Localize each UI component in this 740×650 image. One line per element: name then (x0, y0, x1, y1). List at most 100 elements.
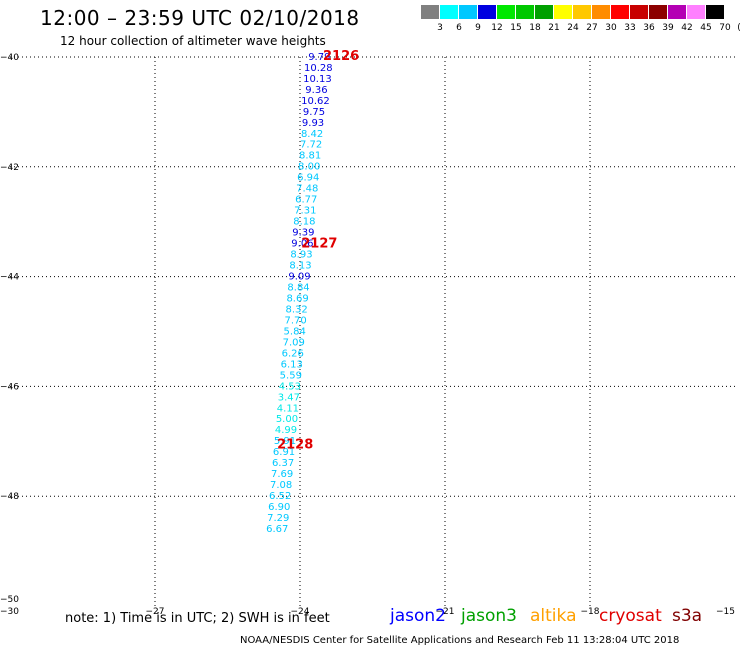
x-tick-label: −24 (291, 607, 310, 617)
colorbar-swatch (535, 5, 554, 19)
colorbar-swatch (573, 5, 592, 19)
x-tick-label: −27 (146, 607, 165, 617)
wave-height-point: 9.93 (302, 118, 324, 129)
y-tick-label: −48 (0, 492, 19, 502)
wave-height-point: 6.94 (297, 173, 319, 184)
x-tick-label: −21 (436, 607, 455, 617)
legend-jason2: jason2 (390, 606, 446, 626)
colorbar-label: 36 (643, 23, 655, 33)
wave-height-point: 7.48 (296, 184, 318, 195)
colorbar-swatch (592, 5, 611, 19)
wave-height-point: 8.13 (289, 261, 311, 272)
wave-height-point: 7.69 (271, 469, 293, 480)
colorbar-swatch (611, 5, 630, 19)
colorbar-label: 15 (510, 23, 522, 33)
wave-height-point: 3.47 (278, 392, 300, 403)
wave-height-point: 8.69 (286, 293, 308, 304)
wave-height-point: 8.00 (298, 162, 320, 173)
colorbar-label: 12 (491, 23, 503, 33)
chart-subtitle: 12 hour collection of altimeter wave hei… (60, 34, 326, 48)
wave-height-point: 9.36 (305, 85, 327, 96)
wave-height-point: 6.37 (272, 458, 294, 469)
wave-height-point: 4.11 (277, 403, 299, 414)
colorbar-label: 6 (456, 23, 462, 33)
y-tick-label: −46 (0, 382, 19, 392)
wave-height-point: 7.70 (285, 315, 307, 326)
colorbar-label: 9 (475, 23, 481, 33)
y-tick-label: −44 (0, 273, 19, 283)
x-tick-label: −18 (581, 607, 600, 617)
x-tick-label: −15 (716, 607, 735, 617)
colorbar-swatch (421, 5, 440, 19)
colorbar-label: 27 (586, 23, 598, 33)
wave-height-point: 8.84 (287, 282, 309, 293)
wave-height-point: 7.29 (267, 513, 289, 524)
wave-height-point: 5.00 (276, 414, 298, 425)
colorbar-label: (ft) (737, 23, 740, 33)
footnote: note: 1) Time is in UTC; 2) SWH is in fe… (65, 611, 330, 626)
colorbar-swatch (497, 5, 516, 19)
wave-height-point: 6.91 (273, 447, 295, 458)
colorbar-swatch (687, 5, 706, 19)
colorbar-swatch (668, 5, 687, 19)
wave-height-point: 10.28 (304, 63, 333, 74)
legend-cryosat: cryosat (599, 606, 662, 626)
wave-height-point: 6.52 (269, 491, 291, 502)
wave-height-point: 8.32 (285, 304, 307, 315)
wave-height-point: 7.09 (283, 337, 305, 348)
legend-s3a: s3a (672, 606, 703, 626)
wave-height-point: 7.31 (294, 206, 316, 217)
colorbar-label: 33 (624, 23, 636, 33)
chart-title: 12:00 – 23:59 UTC 02/10/2018 (40, 6, 360, 30)
legend-jason3: jason3 (461, 606, 517, 626)
colorbar-label: 39 (662, 23, 674, 33)
colorbar-label: 70 (719, 23, 731, 33)
wave-height-point: 5.59 (280, 370, 302, 381)
colorbar-label: 3 (437, 23, 443, 33)
wave-height-point: 7.08 (270, 480, 292, 491)
colorbar-swatch (478, 5, 497, 19)
wave-height-point: 7.72 (300, 140, 322, 151)
colorbar-swatch (630, 5, 649, 19)
colorbar-label: 18 (529, 23, 541, 33)
wave-height-point: 8.18 (293, 217, 315, 228)
wave-height-point: 8.42 (301, 129, 323, 140)
x-tick-label: −30 (0, 607, 19, 617)
credit-line: NOAA/NESDIS Center for Satellite Applica… (240, 635, 680, 646)
wave-height-point: 10.13 (303, 74, 332, 85)
wave-height-point: 8.81 (299, 151, 321, 162)
colorbar-swatch (706, 5, 725, 19)
colorbar-label: 30 (605, 23, 617, 33)
wave-height-point: 6.13 (281, 359, 303, 370)
wave-height-point: 4.99 (275, 425, 297, 436)
colorbar-label: 45 (700, 23, 712, 33)
colorbar-swatch (440, 5, 459, 19)
colorbar-label: 42 (681, 23, 693, 33)
legend-altika: altika (530, 606, 577, 626)
wave-height-point: 8.93 (290, 250, 312, 261)
wave-height-point: 9.39 (292, 228, 314, 239)
wave-height-point: 9.79 (308, 52, 330, 63)
wave-height-point: 5.91 (274, 436, 296, 447)
colorbar-swatch (459, 5, 478, 19)
wave-height-point: 9.09 (288, 272, 310, 283)
wave-height-point: 5.84 (284, 326, 306, 337)
wave-height-point: 6.26 (282, 348, 304, 359)
colorbar-swatch (516, 5, 535, 19)
colorbar-label: 21 (548, 23, 560, 33)
colorbar-swatch (649, 5, 668, 19)
colorbar-swatch (554, 5, 573, 19)
wave-height-point: 4.53 (279, 381, 301, 392)
colorbar-label: 24 (567, 23, 579, 33)
wave-height-point: 9.06 (291, 239, 313, 250)
pass-number-label: 2127 (301, 237, 337, 252)
y-tick-label: −40 (0, 53, 19, 63)
wave-height-point: 9.75 (303, 107, 325, 118)
wave-height-point: 6.77 (295, 195, 317, 206)
pass-number-label: 2128 (277, 438, 313, 453)
wave-height-point: 10.62 (301, 96, 330, 107)
y-tick-label: −42 (0, 163, 19, 173)
wave-height-point: 6.67 (266, 524, 288, 535)
